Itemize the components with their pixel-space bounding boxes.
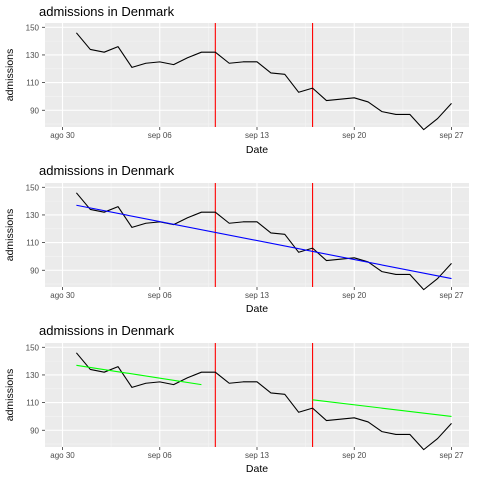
admissions-series-line [75,352,452,451]
y-tick-label: 110 [26,79,39,88]
y-tick-label: 110 [26,239,39,248]
y-tick-label: 90 [30,266,39,275]
x-tick-label: sep 27 [439,451,464,460]
y-axis-label: admissions [4,209,16,262]
y-tick-label: 150 [26,23,40,32]
x-axis-label: Date [246,463,268,475]
chart-title: admissions in Denmark [39,323,175,338]
x-tick-label: sep 20 [342,131,367,140]
trend-line [76,364,202,386]
chart-title: admissions in Denmark [39,4,175,19]
x-tick-label: sep 27 [439,131,464,140]
x-tick-label: sep 06 [148,291,173,300]
x-tick-label: sep 13 [245,131,270,140]
y-tick-label: 130 [26,211,40,220]
y-tick-label: 90 [30,106,39,115]
y-tick-label: 110 [26,399,39,408]
trend-line [76,204,452,280]
chart-panel-2: ago 30 sep 06 sep 13 sep 20 sep 27 90 110 130 15… [4,163,469,315]
y-axis-label: admissions [4,369,16,422]
y-tick-label: 90 [30,426,39,435]
x-tick-label: sep 27 [439,291,464,300]
y-axis-label: admissions [4,49,16,102]
x-tick-label: sep 13 [245,451,270,460]
y-tick-label: 150 [26,343,40,352]
trend-line [312,399,452,417]
x-axis-label: Date [246,303,268,315]
x-tick-label: sep 06 [148,131,173,140]
y-tick-label: 130 [26,51,40,60]
y-tick-label: 150 [26,183,40,192]
x-axis-label: Date [246,144,268,156]
admissions-series-line [75,192,452,291]
x-tick-label: ago 30 [50,131,75,140]
chart-title: admissions in Denmark [39,163,175,178]
x-tick-label: sep 13 [245,291,270,300]
x-tick-label: ago 30 [50,451,75,460]
x-tick-label: ago 30 [50,291,75,300]
x-tick-label: sep 20 [342,451,367,460]
chart-panel-3: ago 30 sep 06 sep 13 sep 20 sep 27 90 110 130 15… [4,323,469,475]
chart-panel-1: ago 30 sep 06 sep 13 sep 20 sep 27 90 110 130 15… [4,4,469,156]
admissions-series-line [75,32,452,131]
x-tick-label: sep 20 [342,291,367,300]
x-tick-label: sep 06 [148,451,173,460]
y-tick-label: 130 [26,371,40,380]
